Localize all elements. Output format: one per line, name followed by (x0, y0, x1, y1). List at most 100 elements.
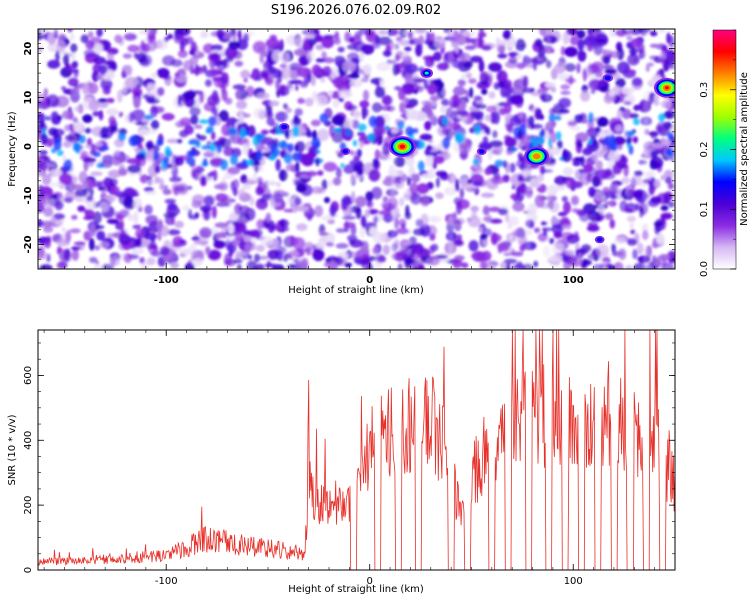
heatmap-cell (416, 183, 430, 194)
heatmap-cell (632, 136, 639, 144)
heatmap-cell (61, 227, 66, 233)
heatmap-cell (427, 83, 437, 95)
heatmap-cell (508, 57, 518, 64)
heatmap-cell (377, 255, 387, 263)
heatmap-cell (557, 211, 568, 217)
heatmap-cell (633, 189, 644, 199)
heatmap-cell (440, 105, 446, 114)
heatmap-cell (660, 100, 672, 109)
heatmap-cell (123, 33, 137, 41)
heatmap-cell (580, 155, 585, 167)
heatmap-cell (587, 210, 602, 222)
heatmap-cell (351, 119, 360, 129)
heatmap-cell (402, 55, 412, 64)
heatmap-cell (200, 30, 209, 39)
heatmap-cell (237, 188, 246, 198)
heatmap-cell (602, 49, 614, 57)
heatmap-cell (612, 163, 623, 175)
heatmap-cell (199, 227, 213, 239)
heatmap-cell (38, 188, 45, 199)
heatmap-cell (356, 131, 366, 137)
heatmap-cell (294, 84, 299, 91)
heatmap-cell (61, 110, 73, 120)
y-tick-label: 0 (23, 567, 34, 573)
heatmap-cell (94, 245, 101, 251)
heatmap-cell (139, 257, 145, 264)
heatmap-cell (533, 260, 539, 268)
heatmap-cell (502, 71, 508, 80)
heatmap-cell (88, 238, 95, 251)
heatmap-cell (517, 130, 523, 140)
heatmap-cell (498, 208, 509, 216)
heatmap-cell (215, 193, 229, 203)
heatmap-cell (648, 94, 655, 105)
heatmap-cell (266, 116, 275, 126)
heatmap-cell (469, 87, 474, 98)
heatmap-cell (106, 233, 115, 238)
heatmap-cell (273, 192, 284, 204)
heatmap-cell (296, 205, 309, 212)
heatmap-cell (480, 192, 495, 198)
heatmap-cell (195, 140, 201, 148)
heatmap-stripe (525, 29, 531, 269)
heatmap-cell (649, 92, 656, 97)
heatmap-cell (308, 145, 318, 158)
heatmap-cell (561, 224, 572, 231)
heatmap-cell (329, 124, 336, 138)
heatmap-cell (93, 211, 102, 224)
heatmap-cell (242, 143, 249, 156)
heatmap-cell (255, 186, 264, 196)
heatmap-cell (293, 48, 307, 57)
heatmap-cell (256, 133, 263, 143)
heatmap-cell (332, 177, 342, 186)
heatmap-cell (133, 211, 139, 224)
heatmap-cell (323, 262, 329, 268)
heatmap-cell (352, 139, 358, 147)
heatmap-cell (668, 64, 675, 70)
heatmap-cell (144, 114, 154, 120)
heatmap-cell (307, 213, 313, 221)
heatmap-cell (417, 264, 425, 269)
heatmap-cell (399, 101, 406, 114)
heatmap-cell (57, 115, 63, 121)
heatmap-cell (212, 169, 218, 182)
y-tick-label: 0 (23, 143, 34, 150)
heatmap-cell (338, 97, 345, 103)
heatmap-cell (513, 196, 523, 204)
heatmap-cell (128, 135, 139, 147)
heatmap-hotspot (479, 149, 485, 154)
heatmap-cell (417, 160, 425, 172)
heatmap-cell (503, 160, 507, 169)
y-tick-label: 10 (23, 91, 34, 105)
heatmap-cell (536, 88, 548, 94)
heatmap-cell (382, 244, 390, 256)
heatmap-cell (161, 113, 175, 121)
heatmap-cell (659, 217, 667, 230)
heatmap-cell (368, 115, 378, 128)
heatmap-cell (663, 169, 674, 180)
heatmap-cell (179, 117, 192, 126)
heatmap-cell (621, 87, 635, 95)
heatmap-cell (613, 261, 624, 269)
heatmap-cell (319, 232, 329, 236)
heatmap-cell (590, 89, 596, 94)
heatmap-cell (55, 49, 60, 62)
heatmap-cell (653, 221, 663, 227)
heatmap-cell (621, 29, 626, 34)
heatmap-cell (89, 256, 98, 264)
heatmap-cell (503, 258, 518, 264)
heatmap-cell (278, 140, 288, 149)
heatmap-cell (625, 265, 633, 269)
heatmap-cell (145, 179, 157, 186)
heatmap-cell (618, 248, 627, 260)
heatmap-cell (585, 174, 595, 183)
heatmap-cell (325, 258, 333, 263)
heatmap-cell (92, 63, 101, 74)
heatmap-cell (373, 216, 379, 224)
heatmap-cell (435, 35, 443, 41)
heatmap-cell (159, 245, 170, 256)
heatmap-cell (137, 128, 150, 136)
heatmap-cell (44, 194, 50, 199)
heatmap-cell (64, 124, 72, 132)
